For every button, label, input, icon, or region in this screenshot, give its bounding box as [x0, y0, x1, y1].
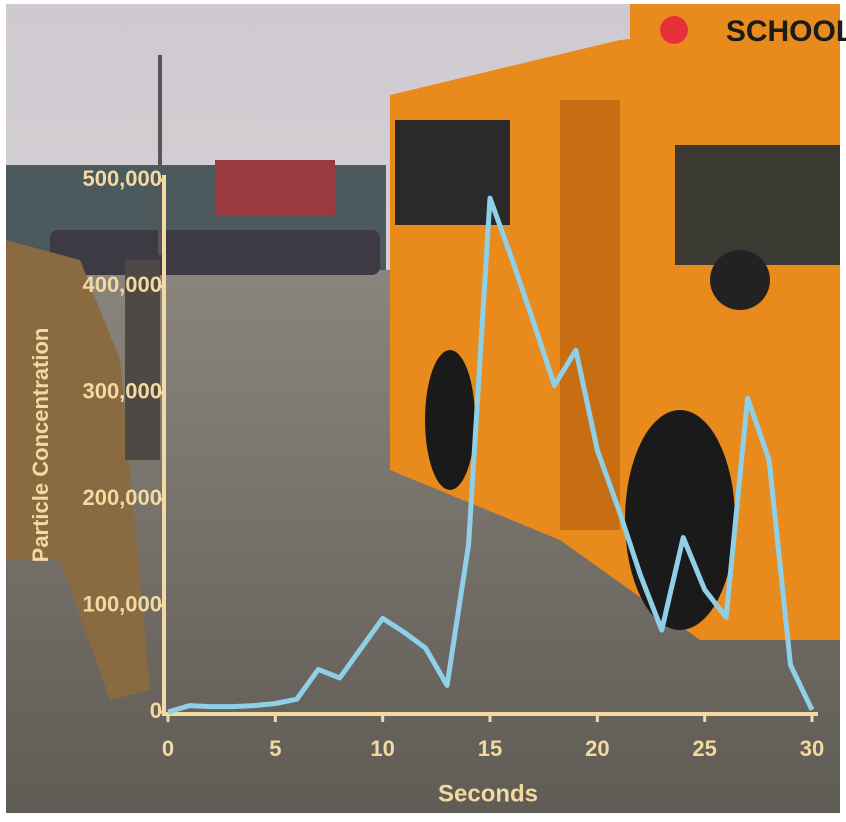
- photo-background: SCHOOL: [6, 4, 846, 813]
- y-tick-label: 400,000: [82, 272, 162, 297]
- y-tick-label: 300,000: [82, 379, 162, 404]
- y-axis-label: Particle Concentration: [28, 328, 53, 563]
- data-line: [167, 195, 815, 715]
- x-tick-label: 0: [162, 736, 174, 761]
- y-tick-label: 100,000: [82, 591, 162, 616]
- x-tick-label: 20: [585, 736, 609, 761]
- x-tick-label: 10: [370, 736, 394, 761]
- bus-sign: SCHOOL: [726, 15, 846, 48]
- x-tick-label: 30: [800, 736, 824, 761]
- x-tick-label: 15: [478, 736, 502, 761]
- x-tick-label: 25: [692, 736, 716, 761]
- y-tick-label: 500,000: [82, 166, 162, 191]
- y-tick-label: 0: [150, 698, 162, 723]
- x-tick-label: 5: [269, 736, 281, 761]
- x-axis-label: Seconds: [438, 780, 538, 807]
- y-tick-label: 200,000: [82, 485, 162, 510]
